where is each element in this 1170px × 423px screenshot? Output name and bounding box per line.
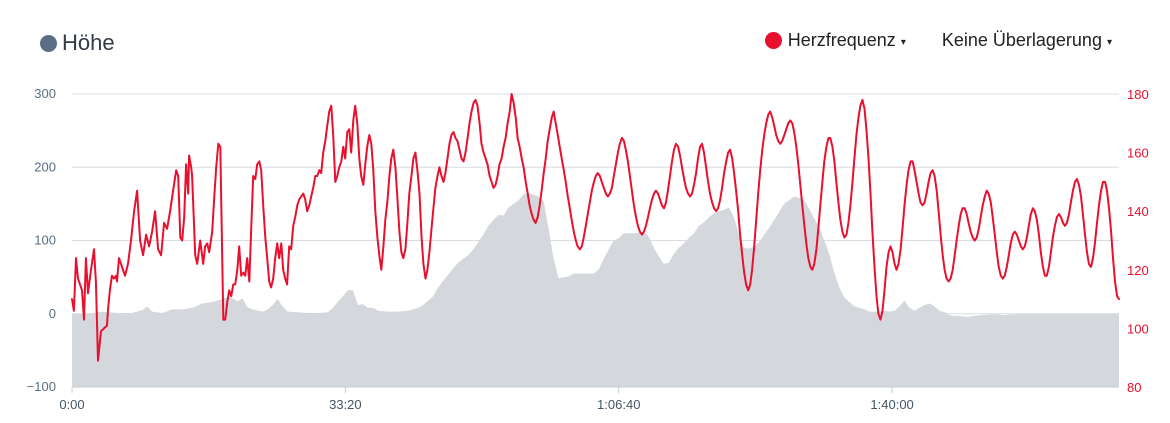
x-tick-label: 1:40:00 (870, 397, 913, 412)
chevron-down-icon: ▾ (1106, 36, 1112, 48)
elevation-legend[interactable]: Höhe (40, 30, 115, 56)
heart-rate-selector-label: Herzfrequenz (787, 30, 896, 50)
elevation-legend-dot (40, 34, 57, 52)
heart-rate-line (71, 93, 1120, 362)
heart-rate-legend-dot (764, 32, 782, 49)
y-left-tick-label: 200 (34, 159, 56, 174)
elevation-legend-label: Höhe (62, 30, 115, 55)
x-tick-label: 33:20 (329, 397, 362, 412)
overlay-selector-label: Keine Überlagerung (941, 30, 1102, 50)
y-right-tick-label: 180 (1127, 87, 1149, 102)
y-right-tick-label: 100 (1127, 321, 1149, 336)
heart-rate-selector[interactable]: Herzfrequenz ▾ (764, 30, 906, 51)
y-left-tick-label: 0 (49, 306, 56, 321)
elevation-area (72, 192, 1119, 387)
overlay-selector[interactable]: Keine Überlagerung ▾ (942, 30, 1112, 51)
y-right-tick-label: 140 (1127, 204, 1149, 219)
y-left-tick-label: 300 (34, 86, 56, 101)
y-right-tick-label: 120 (1127, 263, 1149, 278)
y-left-tick-label: −100 (27, 379, 56, 394)
x-tick-label: 1:06:40 (597, 397, 640, 412)
y-right-tick-label: 160 (1127, 146, 1149, 161)
y-right-tick-label: 80 (1127, 380, 1141, 395)
series-selectors: Herzfrequenz ▾ Keine Überlagerung ▾ (729, 30, 1112, 51)
chevron-down-icon: ▾ (900, 36, 906, 48)
x-tick-label: 0:00 (59, 397, 84, 412)
y-left-tick-label: 100 (34, 233, 56, 248)
